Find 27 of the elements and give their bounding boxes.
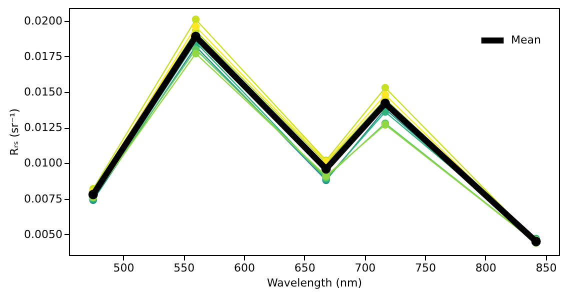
y-tick-label: 0.0050 [24, 228, 62, 241]
x-axis-title: Wavelength (nm) [266, 276, 362, 290]
y-tick-label: 0.0100 [24, 156, 62, 170]
x-tick-label: 650 [294, 262, 316, 274]
y-tick-label: 0.0150 [24, 85, 62, 98]
point [192, 22, 200, 30]
point [321, 164, 331, 174]
y-tick-label: 0.0200 [24, 14, 62, 28]
x-tick-label: 700 [354, 262, 376, 274]
x-tick-label: 850 [536, 262, 557, 274]
x-tick-label: 600 [234, 262, 255, 274]
point [88, 190, 98, 200]
point [381, 90, 390, 99]
x-tick-label: 550 [174, 262, 195, 274]
x-tick-label: 500 [113, 262, 134, 274]
legend-label: Mean [511, 34, 541, 46]
x-tick-label: 800 [475, 262, 496, 274]
y-tick-label: 0.0125 [24, 121, 62, 134]
point [192, 16, 200, 24]
y-tick-label: 0.0075 [24, 192, 62, 206]
y-tick-label: 0.0175 [24, 50, 62, 63]
y-axis-title: Rᵣₛ (sr⁻¹) [8, 108, 22, 156]
point [381, 84, 390, 92]
point [190, 32, 200, 42]
x-tick-label: 750 [415, 262, 436, 274]
point [192, 50, 200, 58]
point [380, 98, 390, 108]
